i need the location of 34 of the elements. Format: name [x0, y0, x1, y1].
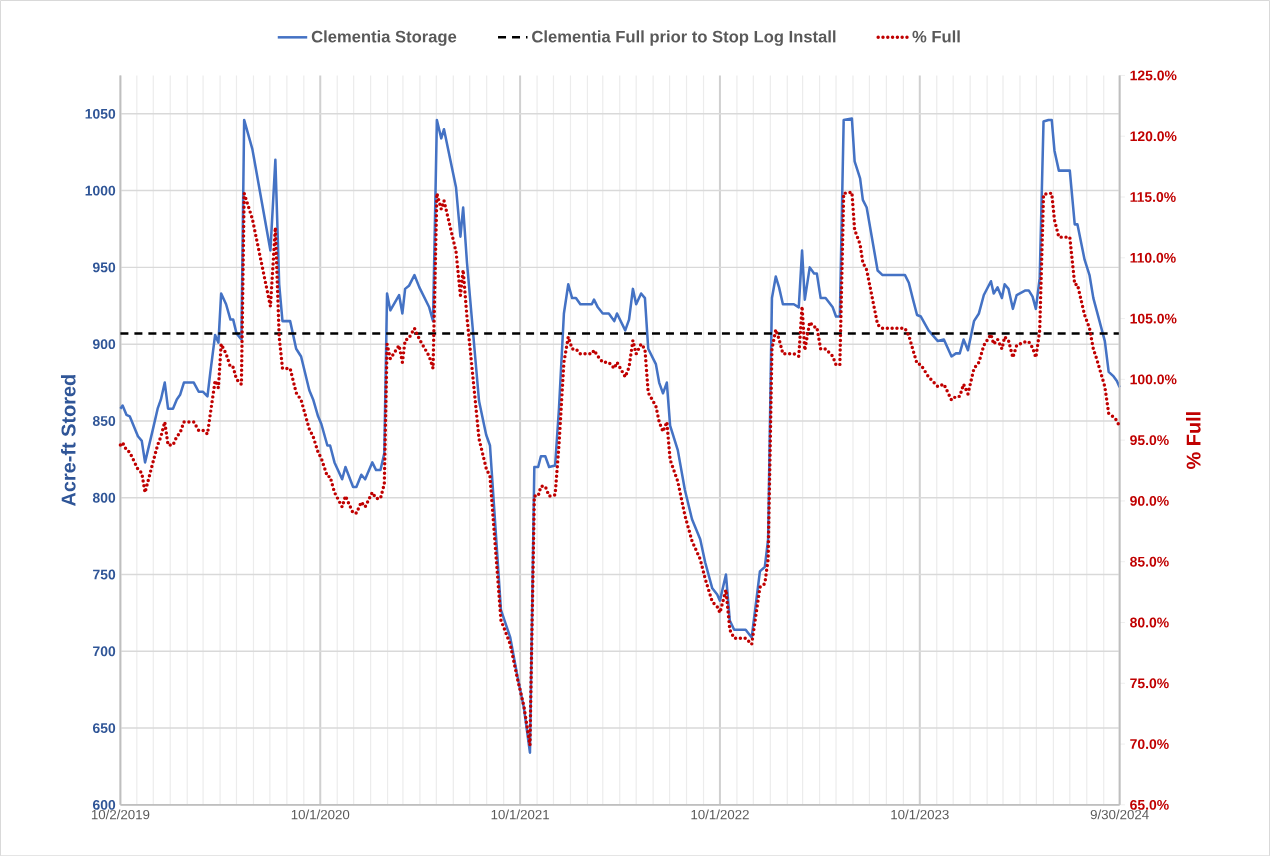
- legend-label: Clementia Storage: [311, 30, 457, 46]
- y2-tick-label: 90.0%: [1130, 495, 1169, 506]
- y2-tick-label: 95.0%: [1130, 435, 1169, 445]
- y-tick-label: 1050: [85, 108, 116, 119]
- y2-tick-label: 65.0%: [1130, 799, 1169, 810]
- y2-tick-label: 125.0%: [1130, 70, 1177, 81]
- y2-tick-label: 80.0%: [1130, 617, 1169, 628]
- y-tick-label: 900: [92, 339, 116, 349]
- y2-tick-label: 105.0%: [1130, 313, 1177, 324]
- y-tick-label: 650: [92, 722, 116, 733]
- y-axis-title: Acre-ft Stored: [60, 374, 76, 506]
- y-tick-label: 1000: [85, 185, 116, 196]
- legend-label: % Full: [912, 30, 960, 43]
- y2-tick-label: 75.0%: [1130, 678, 1169, 689]
- y-tick-label: 800: [92, 492, 116, 503]
- x-tick-label: 10/1/2020: [291, 809, 350, 820]
- x-tick-label: 10/1/2023: [891, 809, 949, 820]
- y2-tick-label: 120.0%: [1130, 131, 1177, 142]
- y-tick-label: 700: [93, 646, 116, 657]
- legend-label: Clementia Full prior to Stop Log Install: [532, 30, 836, 46]
- y-tick-label: 850: [92, 415, 116, 426]
- x-tick-label: 9/30/2024: [1090, 809, 1149, 820]
- x-tick-label: 10/1/2022: [691, 809, 749, 820]
- y-tick-label: 750: [93, 569, 116, 580]
- y2-tick-label: 70.0%: [1130, 738, 1169, 749]
- y-tick-label: 600: [92, 799, 116, 810]
- x-tick-label: 10/1/2021: [491, 809, 549, 820]
- y2-tick-label: 110.0%: [1130, 252, 1176, 263]
- y2-tick-label: 85.0%: [1130, 556, 1169, 567]
- y-tick-label: 950: [92, 262, 116, 273]
- y2-tick-label: 115.0%: [1130, 191, 1176, 202]
- x-tick-label: 10/2/2019: [91, 809, 150, 820]
- y2-axis-title: % Full: [1186, 412, 1201, 469]
- y2-tick-label: 100.0%: [1130, 374, 1177, 385]
